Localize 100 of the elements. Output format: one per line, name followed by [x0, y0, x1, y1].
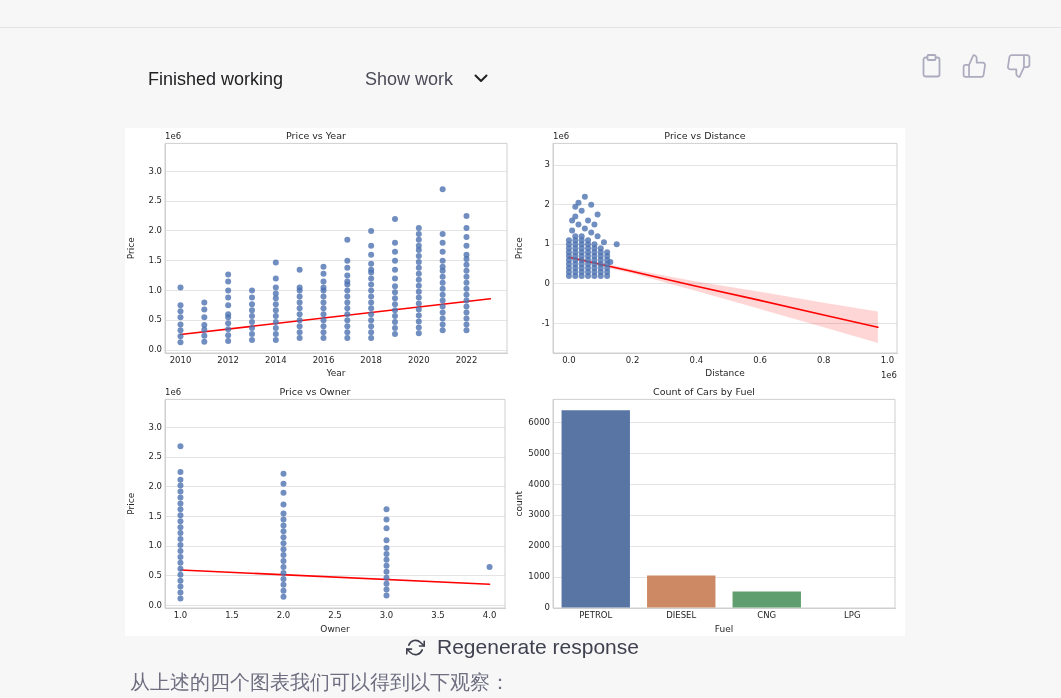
y-tick-label: 1.5 — [148, 254, 162, 265]
y-tick-label: 0.5 — [148, 314, 162, 325]
point — [177, 536, 184, 543]
point — [280, 558, 287, 565]
y-axis-title: count — [513, 490, 524, 517]
x-tick-label: 2016 — [312, 355, 335, 366]
x-tick-label: 2.0 — [276, 610, 291, 621]
point — [280, 593, 287, 600]
point — [177, 524, 184, 531]
point — [383, 574, 390, 581]
text: 1e6 — [165, 131, 182, 142]
point — [177, 512, 184, 519]
y-axis-title: Price — [125, 492, 136, 515]
x-tick-label: 0.8 — [816, 355, 831, 366]
point — [177, 565, 184, 572]
point — [383, 550, 390, 557]
point — [177, 468, 184, 475]
point — [383, 506, 390, 513]
y-tick-label: 1 — [544, 238, 550, 249]
point — [177, 542, 184, 548]
text: 1e6 — [553, 131, 570, 142]
y-tick-label: 1.5 — [148, 510, 162, 521]
point — [280, 546, 287, 553]
point — [383, 562, 390, 569]
y-tick-label: 5000 — [528, 447, 550, 458]
y-tick-label: 4000 — [528, 478, 550, 489]
x-tick-label: 0.2 — [625, 355, 640, 366]
x-tick-label: 1.5 — [225, 610, 239, 621]
point — [177, 589, 184, 596]
point — [280, 563, 287, 570]
x-tick-label: 0.4 — [689, 355, 704, 366]
x-tick-label: 2.5 — [328, 610, 342, 621]
point — [280, 501, 287, 508]
x-tick-label: 0.0 — [562, 355, 576, 366]
y-tick-label: 2.0 — [148, 480, 162, 491]
x-tick-label: PETROL — [579, 610, 613, 621]
point — [486, 563, 493, 570]
point — [280, 534, 287, 541]
x-tick-label: 2018 — [360, 355, 382, 366]
chart-title: Price vs Distance — [664, 130, 746, 142]
x-tick-label: 2022 — [455, 355, 478, 366]
point — [177, 506, 184, 513]
point — [177, 530, 184, 537]
text: 1e6 — [165, 387, 182, 398]
text: Finished working — [148, 69, 284, 90]
point — [177, 518, 184, 525]
y-tick-label: 0.5 — [148, 570, 162, 581]
x-tick-label: 3.5 — [431, 610, 445, 621]
bar — [561, 410, 630, 608]
point — [280, 510, 287, 517]
point — [177, 559, 184, 566]
point — [177, 577, 184, 584]
y-tick-label: 2.0 — [148, 225, 162, 236]
point — [177, 595, 184, 602]
point — [383, 586, 390, 593]
y-tick-label: 3.0 — [148, 165, 162, 176]
x-tick-label: 2014 — [265, 355, 287, 366]
text: 1e6 — [880, 369, 897, 380]
point — [177, 500, 184, 507]
x-axis-title: Distance — [705, 367, 746, 378]
point — [383, 580, 390, 587]
point — [280, 516, 287, 523]
x-tick-label: 1.0 — [880, 355, 895, 366]
y-tick-label: 1.0 — [148, 284, 162, 295]
point — [280, 489, 287, 496]
y-tick-label: 1000 — [528, 571, 550, 582]
point — [280, 540, 287, 547]
text: Show work — [365, 69, 454, 90]
x-axis-title: Fuel — [714, 623, 734, 634]
y-tick-label: 2 — [544, 198, 550, 209]
y-tick-label: 3.0 — [148, 421, 162, 432]
x-tick-label: 4.0 — [482, 610, 497, 621]
y-axis-title: Price — [125, 236, 136, 260]
point — [177, 476, 184, 483]
y-tick-label: 0.0 — [148, 599, 162, 610]
x-tick-label: 2020 — [408, 355, 430, 366]
point — [383, 568, 390, 575]
text: Regenerate response — [437, 635, 639, 659]
y-tick-label: 2.5 — [148, 451, 162, 462]
y-tick-label: 2000 — [528, 540, 550, 551]
y-tick-label: 0 — [544, 602, 550, 613]
y-axis-title: Price — [513, 236, 524, 260]
x-tick-label: 2012 — [217, 355, 239, 366]
y-tick-label: 3000 — [528, 509, 550, 520]
x-tick-label: CNG — [757, 610, 777, 621]
y-tick-label: 0.0 — [148, 344, 162, 355]
point — [177, 443, 184, 450]
point — [280, 581, 287, 588]
point — [280, 587, 287, 594]
x-tick-label: 0.6 — [753, 355, 767, 366]
point — [177, 547, 184, 554]
point — [280, 522, 287, 529]
point — [177, 583, 184, 590]
y-tick-label: 1.0 — [148, 540, 162, 551]
y-tick-label: 2.5 — [148, 195, 162, 206]
point — [383, 516, 390, 523]
point — [177, 488, 184, 495]
point — [280, 470, 287, 477]
point — [177, 482, 184, 489]
point — [383, 556, 390, 563]
